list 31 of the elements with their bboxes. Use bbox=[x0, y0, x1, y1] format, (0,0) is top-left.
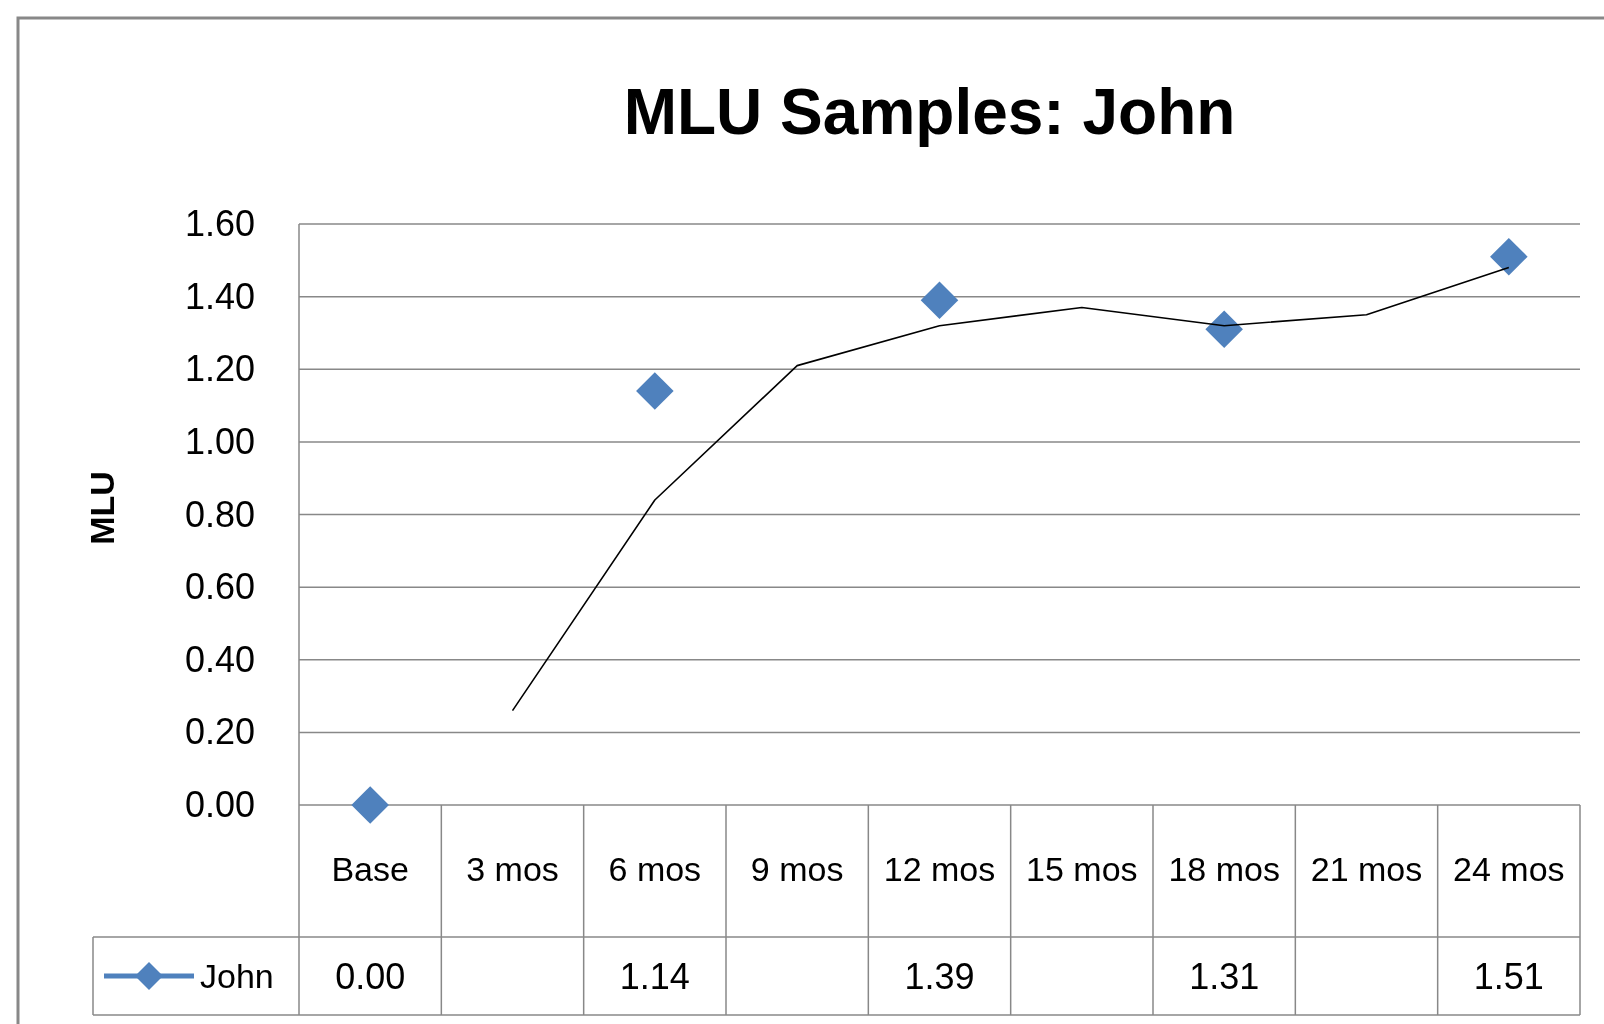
x-tick-label: 12 mos bbox=[883, 850, 996, 888]
y-tick-label: 0.00 bbox=[184, 784, 255, 825]
data-label: 1.14 bbox=[619, 956, 690, 997]
y-tick-label: 1.40 bbox=[184, 275, 255, 317]
x-tick-label: Base bbox=[331, 850, 409, 888]
data-label: 1.51 bbox=[1473, 956, 1544, 997]
point bbox=[920, 281, 959, 320]
y-tick-label: 1.60 bbox=[184, 203, 255, 244]
point bbox=[1205, 310, 1243, 349]
x-tick-label: 9 mos bbox=[750, 850, 844, 888]
point bbox=[351, 786, 389, 824]
y-tick-label: 0.20 bbox=[184, 711, 255, 753]
x-tick-label: 6 mos bbox=[608, 850, 702, 888]
legend-label: John bbox=[200, 957, 274, 995]
y-tick-label: 0.60 bbox=[184, 566, 255, 608]
chart-title: MLU Samples: John bbox=[623, 76, 1236, 148]
y-axis-title: MLU bbox=[83, 471, 121, 545]
data-label: 0.00 bbox=[335, 956, 406, 997]
point bbox=[636, 372, 674, 410]
y-tick-label: 1.00 bbox=[184, 420, 255, 462]
x-tick-label: 21 mos bbox=[1310, 850, 1423, 888]
point bbox=[1490, 237, 1528, 276]
x-tick-label: 3 mos bbox=[466, 850, 559, 888]
data-label: 1.31 bbox=[1189, 956, 1260, 997]
x-tick-label: 24 mos bbox=[1453, 850, 1565, 888]
x-tick-label: 15 mos bbox=[1026, 850, 1138, 888]
y-tick-label: 0.80 bbox=[184, 493, 255, 535]
y-tick-label: 1.20 bbox=[184, 348, 255, 390]
x-tick-label: 18 mos bbox=[1168, 850, 1280, 888]
y-tick-label: 0.40 bbox=[184, 638, 255, 680]
data-label: 1.39 bbox=[904, 956, 975, 997]
